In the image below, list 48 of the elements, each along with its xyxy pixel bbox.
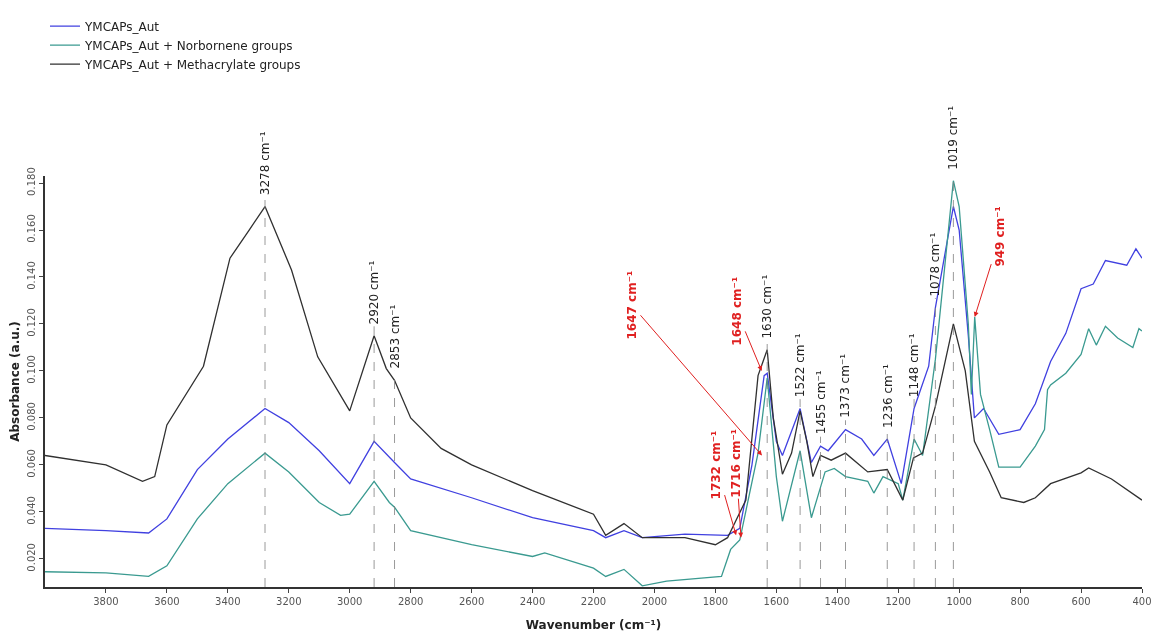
- ref-line-label: 1019 cm⁻¹: [946, 105, 961, 170]
- x-tick-label: 2800: [397, 595, 424, 607]
- legend-label: YMCAPs_Aut + Methacrylate groups: [84, 57, 301, 72]
- y-tick-label: 0.060: [26, 449, 38, 478]
- x-tick-label: 600: [1071, 595, 1091, 607]
- y-axis-title: Absorbance (a.u.): [8, 321, 23, 442]
- ref-line-label: 1078 cm⁻¹: [928, 232, 943, 297]
- legend-label: YMCAPs_Aut: [84, 19, 160, 34]
- y-tick-label: 0.040: [26, 496, 38, 525]
- x-tick-label: 800: [1010, 595, 1030, 607]
- annotation: 1732 cm⁻¹: [708, 430, 723, 500]
- annotation: 1647 cm⁻¹: [624, 270, 639, 340]
- annotation: 1648 cm⁻¹: [729, 276, 744, 346]
- x-tick-label: 2400: [519, 595, 546, 607]
- ref-line-label: 1236 cm⁻¹: [880, 363, 895, 428]
- x-tick-label: 3400: [215, 595, 241, 607]
- x-axis-title: Wavenumber (cm⁻¹): [525, 618, 662, 633]
- y-tick-label: 0.100: [26, 355, 38, 384]
- y-tick-label: 0.160: [26, 214, 38, 243]
- x-tick-label: 400: [1132, 595, 1152, 607]
- y-tick-label: 0.180: [26, 167, 38, 196]
- y-tick-label: 0.120: [26, 308, 38, 337]
- y-tick-label: 0.080: [26, 402, 38, 431]
- x-tick-label: 1200: [885, 595, 911, 607]
- annotation: 949 cm⁻¹: [992, 206, 1007, 267]
- x-tick-label: 3200: [276, 595, 302, 607]
- x-tick-label: 1800: [702, 595, 729, 607]
- annotation: 1716 cm⁻¹: [729, 428, 744, 498]
- ref-line-label: 3278 cm⁻¹: [257, 131, 272, 196]
- x-tick-label: 1400: [824, 595, 851, 607]
- ref-line-label: 1522 cm⁻¹: [792, 333, 807, 398]
- x-tick-label: 2000: [641, 595, 668, 607]
- x-tick-label: 2600: [458, 595, 485, 607]
- ref-line-label: 1148 cm⁻¹: [906, 333, 921, 398]
- y-tick-label: 0.020: [26, 543, 38, 572]
- ref-line-label: 1373 cm⁻¹: [838, 353, 853, 418]
- x-tick-label: 2200: [580, 595, 607, 607]
- x-tick-label: 3800: [93, 595, 119, 607]
- y-tick-label: 0.140: [26, 261, 38, 290]
- ref-line-label: 1630 cm⁻¹: [759, 274, 774, 339]
- x-tick-label: 3000: [336, 595, 363, 607]
- x-tick-label: 1600: [763, 595, 790, 607]
- legend-label: YMCAPs_Aut + Norbornene groups: [84, 38, 293, 53]
- ref-line-label: 2920 cm⁻¹: [366, 260, 381, 325]
- ref-line-label: 1455 cm⁻¹: [813, 370, 828, 435]
- ref-line-label: 2853 cm⁻¹: [387, 304, 402, 369]
- x-tick-label: 3600: [154, 595, 180, 607]
- x-tick-label: 1000: [946, 595, 972, 607]
